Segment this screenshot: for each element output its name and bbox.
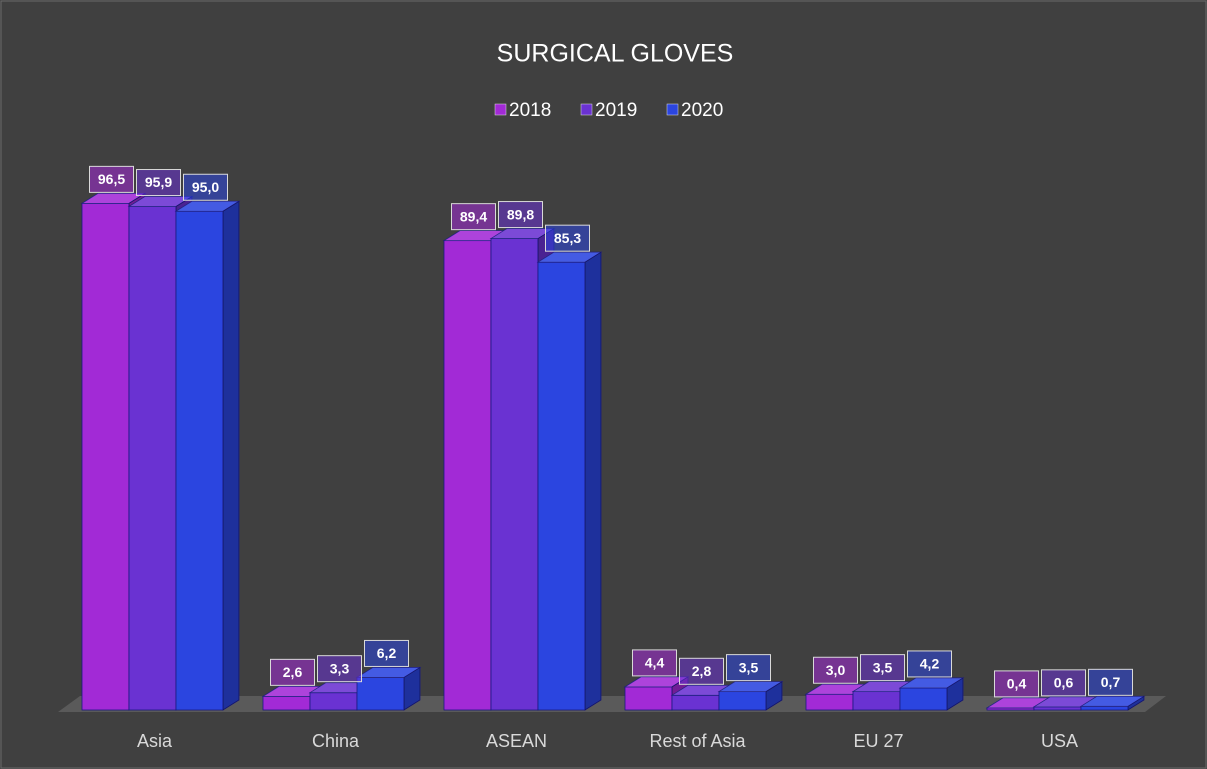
bar-side <box>584 251 602 711</box>
bar-top-shade <box>82 193 145 204</box>
data-label: 4,4 <box>645 655 665 671</box>
data-label-box <box>364 639 409 667</box>
bar-top-shade <box>719 681 782 692</box>
bar-top-shade <box>538 252 601 263</box>
bar-side <box>1127 695 1145 711</box>
bar <box>537 261 586 711</box>
data-label: 4,2 <box>920 656 940 672</box>
bar <box>624 686 673 711</box>
bar <box>805 693 854 711</box>
data-label-box <box>994 670 1039 698</box>
bar-top-shade <box>129 196 192 207</box>
legend-label: 2020 <box>681 100 723 121</box>
bar-top-shade <box>900 677 963 688</box>
data-label: 6,2 <box>377 645 397 661</box>
bar-side-shade <box>947 677 963 710</box>
bar <box>852 691 901 711</box>
bar <box>1080 705 1129 711</box>
bar <box>262 695 311 711</box>
data-label-box <box>679 657 724 685</box>
data-label: 89,8 <box>507 206 534 222</box>
legend-swatch <box>666 103 679 116</box>
data-label: 85,3 <box>554 230 581 246</box>
data-label-box <box>498 201 543 229</box>
chart-title: SURGICAL GLOVES <box>497 40 734 68</box>
bar-side-shade <box>766 681 782 710</box>
data-label-box <box>1088 668 1133 696</box>
data-label-box <box>1041 669 1086 697</box>
bar-top-shade <box>625 676 688 687</box>
data-label: 0,4 <box>1007 676 1027 692</box>
bar <box>1033 706 1082 711</box>
bar <box>490 238 539 711</box>
data-label-box <box>89 165 134 193</box>
bar-top-shade <box>987 697 1050 708</box>
bar <box>128 206 177 711</box>
data-label: 89,4 <box>460 208 487 224</box>
data-label-box <box>451 203 496 231</box>
bar-side <box>403 666 421 711</box>
bar <box>899 687 948 711</box>
bar-top-shade <box>1034 696 1097 707</box>
data-label: 0,7 <box>1101 674 1121 690</box>
legend-swatch <box>494 103 507 116</box>
data-label: 2,6 <box>283 664 303 680</box>
bar-top-shade <box>1081 696 1144 707</box>
data-label: 95,0 <box>192 179 219 195</box>
bar-top-shade <box>176 201 239 212</box>
bar <box>671 694 720 711</box>
legend-label: 2018 <box>509 100 551 121</box>
data-label: 3,0 <box>826 662 846 678</box>
bar-top-shade <box>491 228 554 239</box>
bar-side-shade <box>585 252 601 711</box>
bar <box>81 202 130 711</box>
data-label-box <box>813 656 858 684</box>
bar <box>309 692 358 711</box>
data-label: 3,5 <box>739 659 759 675</box>
x-tick-label: Rest of Asia <box>649 731 746 751</box>
bar-side-shade <box>223 201 239 710</box>
x-tick-label: USA <box>1041 731 1078 751</box>
bar-side <box>946 677 964 711</box>
bar-side-shade <box>404 667 420 710</box>
x-tick-label: China <box>312 731 360 751</box>
data-label: 95,9 <box>145 174 172 190</box>
bar-side-shade <box>1128 696 1144 710</box>
data-label: 2,8 <box>692 663 712 679</box>
legend-swatch <box>580 103 593 116</box>
bar <box>443 240 492 711</box>
x-tick-label: ASEAN <box>486 731 547 751</box>
data-label-box <box>632 649 677 677</box>
bar <box>718 691 767 711</box>
bar <box>175 210 224 711</box>
data-label-box <box>860 654 905 682</box>
bar-side <box>765 680 783 711</box>
data-label: 96,5 <box>98 171 125 187</box>
data-label: 3,3 <box>330 660 350 676</box>
data-label-box <box>907 650 952 678</box>
data-label-box <box>726 654 771 682</box>
data-label-box <box>136 169 181 197</box>
data-label-box <box>270 658 315 686</box>
x-tick-label: Asia <box>137 731 173 751</box>
data-label: 0,6 <box>1054 675 1074 691</box>
bar-top-shade <box>357 667 420 678</box>
bar <box>356 677 405 711</box>
x-tick-label: EU 27 <box>853 731 903 751</box>
data-label: 3,5 <box>873 659 893 675</box>
data-label-box <box>545 224 590 252</box>
legend-label: 2019 <box>595 100 637 121</box>
data-label-box <box>317 655 362 683</box>
bar-side <box>222 200 240 711</box>
data-label-box <box>183 173 228 201</box>
